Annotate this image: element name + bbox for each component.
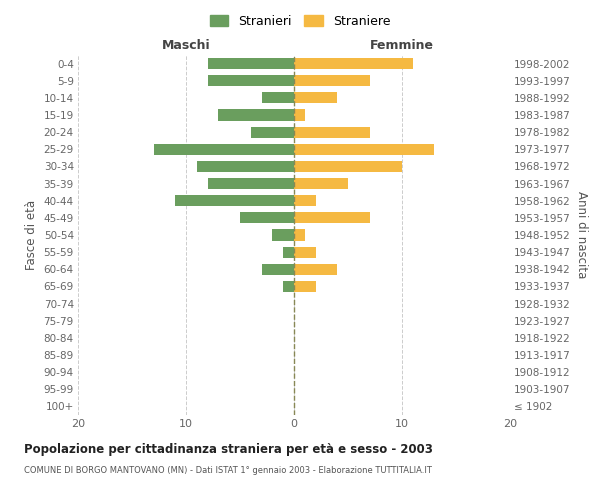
Bar: [294, 246, 316, 258]
Bar: [272, 230, 294, 240]
Bar: [208, 178, 294, 189]
Bar: [294, 178, 348, 189]
Bar: [175, 195, 294, 206]
Bar: [294, 195, 316, 206]
Bar: [251, 126, 294, 138]
Bar: [262, 92, 294, 104]
Bar: [283, 246, 294, 258]
Bar: [294, 212, 370, 224]
Bar: [218, 110, 294, 120]
Bar: [294, 126, 370, 138]
Bar: [197, 161, 294, 172]
Y-axis label: Anni di nascita: Anni di nascita: [575, 192, 587, 278]
Bar: [294, 161, 402, 172]
Y-axis label: Fasce di età: Fasce di età: [25, 200, 38, 270]
Bar: [294, 110, 305, 120]
Text: Femmine: Femmine: [370, 38, 434, 52]
Text: Maschi: Maschi: [161, 38, 211, 52]
Bar: [294, 58, 413, 69]
Bar: [240, 212, 294, 224]
Bar: [208, 58, 294, 69]
Bar: [294, 230, 305, 240]
Bar: [294, 264, 337, 275]
Bar: [294, 75, 370, 86]
Bar: [294, 281, 316, 292]
Bar: [294, 92, 337, 104]
Text: COMUNE DI BORGO MANTOVANO (MN) - Dati ISTAT 1° gennaio 2003 - Elaborazione TUTTI: COMUNE DI BORGO MANTOVANO (MN) - Dati IS…: [24, 466, 432, 475]
Bar: [283, 281, 294, 292]
Bar: [208, 75, 294, 86]
Bar: [262, 264, 294, 275]
Bar: [294, 144, 434, 155]
Bar: [154, 144, 294, 155]
Legend: Stranieri, Straniere: Stranieri, Straniere: [206, 11, 394, 32]
Text: Popolazione per cittadinanza straniera per età e sesso - 2003: Popolazione per cittadinanza straniera p…: [24, 442, 433, 456]
